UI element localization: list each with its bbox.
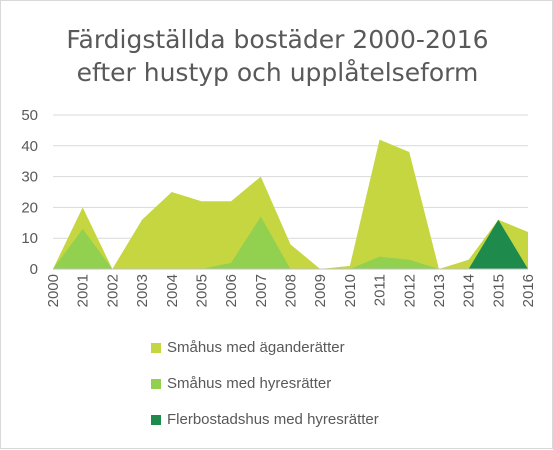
x-tick-label: 2005 [193, 274, 210, 307]
x-tick-label: 2011 [372, 274, 389, 306]
area-series-1 [53, 139, 528, 269]
x-tick-label: 2004 [164, 274, 181, 307]
y-tick-label: 30 [21, 169, 38, 186]
legend-swatch-smahus-aganderatter [151, 342, 161, 353]
legend-label-flerbostadshus-hyresratter: Flerbostadshus med hyresrätter [167, 411, 379, 428]
x-tick-label: 2012 [401, 274, 418, 307]
x-tick-label: 2010 [342, 274, 359, 307]
legend-item-smahus-hyresratter: Småhus med hyresrätter [151, 375, 331, 392]
chart-title: Färdigställda bostäder 2000-2016 efter h… [1, 23, 553, 89]
x-tick-label: 2003 [134, 274, 151, 307]
x-tick-label: 2013 [431, 274, 448, 307]
x-tick-labels: 2000 2001 2002 2003 2004 2005 2006 2007 2008 2009… [45, 274, 537, 307]
gridlines [53, 114, 528, 239]
area-series-2 [53, 216, 528, 269]
legend-swatch-flerbostadshus-hyresratter [151, 414, 161, 425]
series-areas [53, 139, 528, 269]
chart-title-line-1: Färdigställda bostäder 2000-2016 [66, 25, 489, 54]
legend-label-smahus-hyresratter: Småhus med hyresrätter [167, 375, 332, 392]
legend-item-smahus-aganderatter: Småhus med äganderätter [151, 339, 345, 356]
x-tick-label: 2016 [520, 274, 537, 307]
x-tick-label: 2006 [223, 274, 240, 307]
x-tick-label: 2001 [75, 274, 92, 307]
x-tick-label: 2002 [104, 274, 121, 307]
chart-title-line-2: efter hustyp och upplåtelseform [76, 58, 479, 87]
y-tick-label: 10 [21, 230, 38, 247]
legend-item-flerbostadshus-hyresratter: Flerbostadshus med hyresrätter [151, 411, 379, 428]
x-tick-label: 2007 [253, 274, 270, 307]
x-tick-label: 2014 [461, 274, 478, 307]
x-tick-label: 2015 [490, 274, 507, 307]
y-tick-label: 40 [21, 138, 38, 155]
x-tick-label: 2000 [45, 274, 62, 307]
y-tick-label: 0 [30, 261, 38, 278]
legend-swatch-smahus-hyresratter [151, 378, 161, 389]
legend-label-smahus-aganderatter: Småhus med äganderätter [167, 339, 345, 356]
y-tick-label: 20 [21, 199, 38, 216]
x-tick-label: 2008 [283, 274, 300, 307]
y-tick-label: 50 [21, 107, 38, 124]
y-tick-labels: 0 10 20 30 40 50 [21, 107, 38, 278]
x-tick-label: 2009 [312, 274, 329, 307]
area-series-3 [53, 219, 528, 269]
